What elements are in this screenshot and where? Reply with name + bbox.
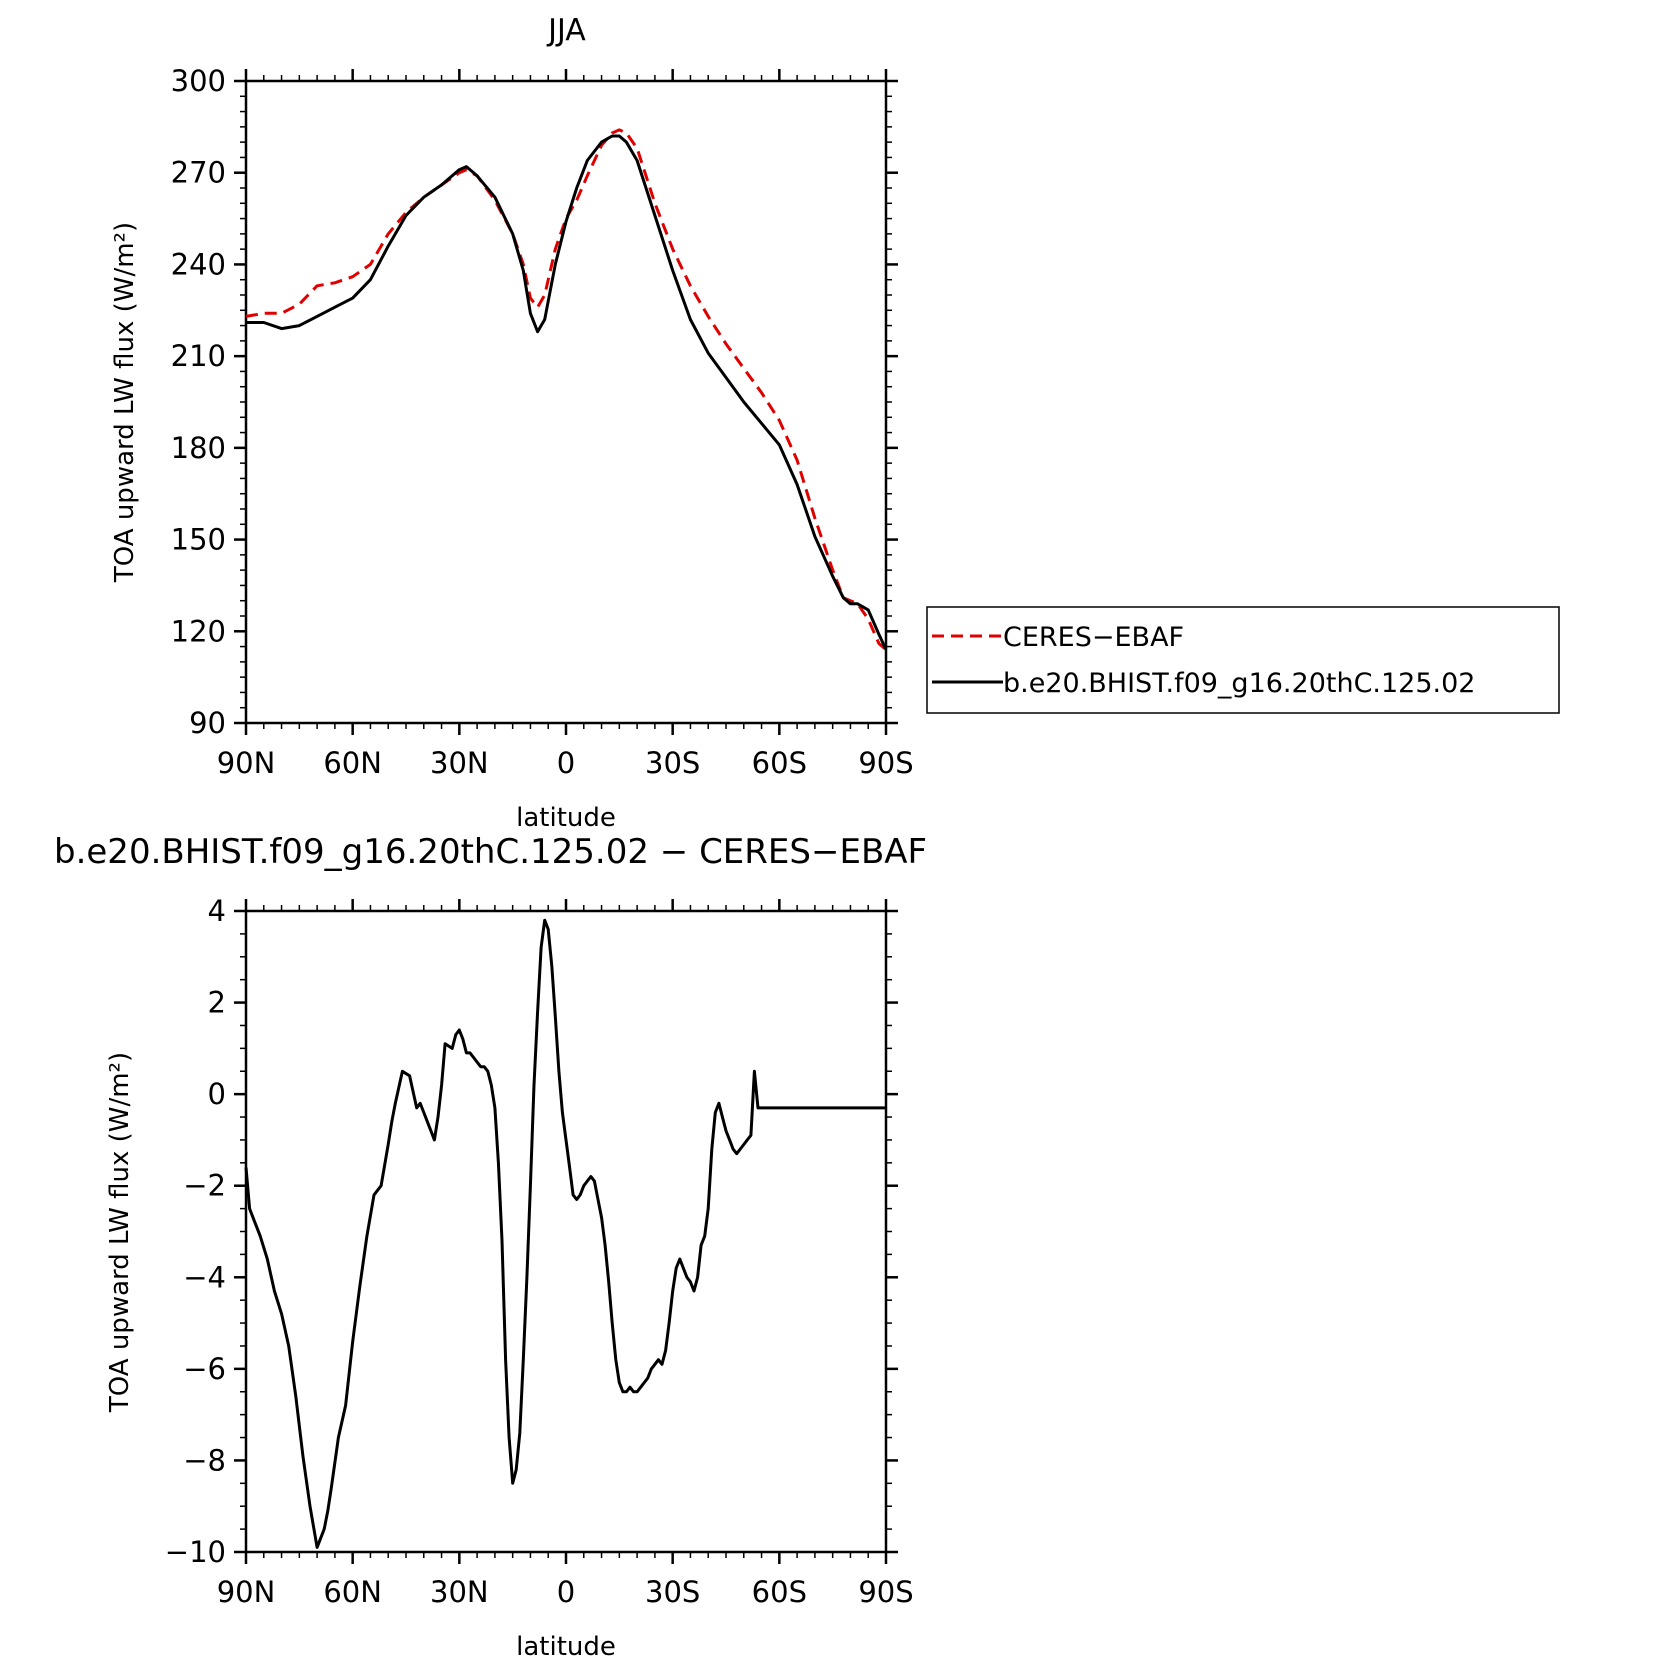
y-tick-label: 2 (208, 986, 226, 1020)
bottom-series-line-difference (244, 918, 886, 1549)
y-tick-label: 4 (208, 894, 226, 928)
x-tick-label: 60N (323, 746, 382, 780)
x-tick-label: 60S (752, 1575, 807, 1609)
x-tick-label: 90N (217, 1575, 276, 1609)
y-tick-label: 270 (171, 156, 226, 190)
top-series-line-model (246, 134, 888, 651)
y-tick-label: 300 (171, 64, 226, 98)
legend-box (926, 606, 1560, 714)
top-panel-title: JJA (546, 13, 586, 48)
y-tick-label: 210 (171, 339, 226, 373)
bottom-y-axis-label: TOA upward LW flux (W/m²) (105, 1052, 135, 1413)
x-tick-label: 0 (557, 1575, 575, 1609)
y-tick-label: −8 (183, 1443, 226, 1477)
x-tick-label: 90S (858, 746, 913, 780)
legend-model-label: b.e20.BHIST.f09_g16.20thC.125.02 (1003, 668, 1475, 699)
top-x-axis-label: latitude (516, 803, 616, 833)
y-tick-label: 0 (208, 1077, 226, 1111)
y-tick-label: 120 (171, 614, 226, 648)
bottom-panel: b.e20.BHIST.f09_g16.20thC.125.02 − CERES… (54, 832, 927, 1662)
y-tick-label: −10 (165, 1535, 226, 1569)
top-series-line-ceres-ebaf (245, 128, 887, 651)
bottom-plot-frame (244, 909, 888, 1554)
y-tick-label: −4 (183, 1260, 226, 1294)
y-tick-label: 150 (171, 523, 226, 557)
top-y-axis-label: TOA upward LW flux (W/m²) (110, 222, 140, 583)
x-tick-label: 60S (752, 746, 807, 780)
x-tick-label: 90S (858, 1575, 913, 1609)
bottom-x-axis-label: latitude (516, 1632, 616, 1662)
y-tick-label: 90 (189, 706, 226, 740)
x-tick-label: 30N (430, 1575, 489, 1609)
top-axis-ticks: 90N 60N 30N 0 30S 60S 90S 90 120 150 180 210 240 270 3… (171, 64, 914, 780)
y-tick-label: 240 (171, 247, 226, 281)
legend-ceres-label: CERES−EBAF (1003, 622, 1184, 653)
x-tick-label: 60N (323, 1575, 382, 1609)
bottom-series-lines (244, 918, 886, 1549)
y-tick-label: 180 (171, 431, 226, 465)
x-tick-label: 30S (645, 746, 700, 780)
x-tick-label: 30N (430, 746, 489, 780)
top-series-lines (245, 128, 888, 651)
top-panel: JJA 90N 60N 30N 0 30S 60S 90S 90 120 150 180 210 240… (110, 13, 914, 833)
legend: CERES−EBAF b.e20.BHIST.f09_g16.20thC.125… (926, 606, 1560, 714)
x-tick-label: 90N (217, 746, 276, 780)
x-tick-label: 0 (557, 746, 575, 780)
top-plot-frame (244, 79, 888, 725)
x-tick-label: 30S (645, 1575, 700, 1609)
y-tick-label: −2 (183, 1169, 226, 1203)
bottom-panel-title: b.e20.BHIST.f09_g16.20thC.125.02 − CERES… (54, 832, 927, 872)
bottom-axis-ticks: 90N 60N 30N 0 30S 60S 90S 4 2 0 −2 −4 −6 −8 −10 (165, 894, 914, 1609)
y-tick-label: −6 (183, 1352, 226, 1386)
